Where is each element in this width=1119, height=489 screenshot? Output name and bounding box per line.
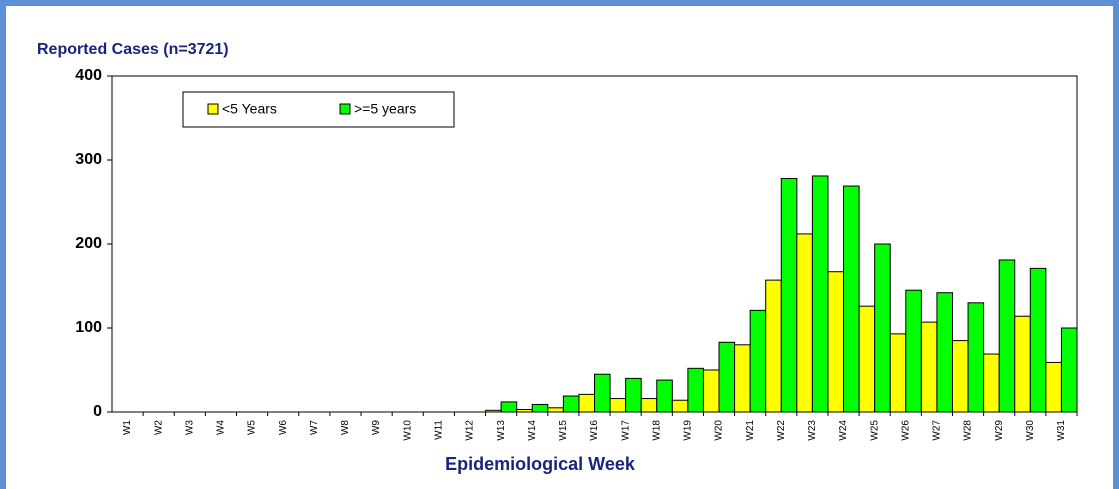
bar	[625, 377, 642, 413]
y-tick-label: 200	[75, 235, 102, 252]
bar	[547, 407, 564, 413]
bar	[702, 369, 720, 413]
x-tick-label: W28	[963, 420, 974, 441]
bar	[811, 175, 829, 413]
bar	[998, 259, 1016, 413]
x-tick-label: W21	[745, 420, 756, 441]
legend-label: >=5 years	[354, 101, 416, 117]
x-tick-label: W25	[869, 420, 880, 441]
x-tick-label: W12	[465, 420, 476, 441]
x-tick-label: W4	[216, 420, 227, 435]
x-tick-label: W8	[340, 420, 351, 435]
x-tick-label: W19	[683, 420, 694, 441]
x-tick-label: W27	[932, 420, 943, 441]
legend-box	[182, 91, 455, 128]
x-tick-label: W9	[371, 420, 382, 435]
bar	[796, 233, 813, 413]
bar	[967, 302, 985, 413]
x-tick-label: W24	[838, 420, 849, 441]
bar	[920, 321, 938, 413]
bar	[578, 393, 596, 413]
bar	[516, 408, 533, 413]
bar	[951, 340, 969, 413]
bar	[1014, 315, 1031, 413]
x-tick-label: W31	[1056, 420, 1067, 441]
x-tick-label: W1	[122, 420, 133, 435]
bar	[531, 403, 549, 413]
legend-label: <5 Years	[222, 101, 277, 117]
x-tick-label: W3	[184, 420, 195, 435]
bar	[485, 409, 502, 413]
bar	[827, 271, 845, 413]
legend-swatch	[207, 103, 219, 115]
x-tick-label: W15	[558, 420, 569, 441]
x-tick-label: W26	[900, 420, 911, 441]
x-tick-label: W13	[496, 420, 507, 441]
x-axis-title: Epidemiological Week	[445, 454, 636, 474]
bar	[765, 279, 782, 413]
x-tick-label: W29	[994, 420, 1005, 441]
bar	[780, 177, 798, 413]
x-tick-label: W10	[402, 420, 413, 441]
chart-title: Reported Cases (n=3721)	[37, 41, 229, 58]
x-tick-label: W7	[309, 420, 320, 435]
x-tick-label: W16	[589, 420, 600, 441]
bar	[640, 398, 658, 413]
bar	[936, 292, 953, 413]
bar	[609, 398, 627, 413]
x-tick-label: W2	[153, 420, 164, 435]
x-tick-label: W20	[714, 420, 725, 441]
bar	[500, 401, 518, 413]
bar	[843, 185, 860, 413]
y-tick-label: 400	[75, 67, 102, 84]
x-tick-label: W17	[620, 420, 631, 441]
bar	[562, 395, 580, 413]
x-tick-label: W5	[247, 420, 258, 435]
bar	[687, 367, 704, 413]
bar	[734, 344, 751, 413]
y-tick-label: 300	[75, 151, 102, 168]
y-tick-label: 100	[75, 319, 102, 336]
bar	[671, 399, 689, 413]
bar	[983, 353, 1000, 413]
x-tick-label: W6	[278, 420, 289, 435]
y-tick-label: 0	[93, 403, 102, 420]
x-tick-label: W18	[651, 420, 662, 441]
legend-swatch	[339, 103, 351, 115]
bar	[656, 379, 673, 413]
bar	[718, 341, 736, 413]
x-tick-label: W14	[527, 420, 538, 441]
bar	[905, 289, 922, 413]
bar	[874, 243, 891, 413]
x-tick-label: W11	[433, 420, 444, 440]
x-tick-label: W22	[776, 420, 787, 441]
bar	[594, 373, 611, 413]
bar	[1029, 267, 1047, 413]
bar	[749, 309, 767, 413]
bar	[858, 305, 876, 413]
x-tick-label: W23	[807, 420, 818, 441]
x-tick-label: W30	[1025, 420, 1036, 441]
bar	[1060, 327, 1078, 413]
bar	[889, 333, 907, 413]
bar	[1045, 361, 1062, 413]
